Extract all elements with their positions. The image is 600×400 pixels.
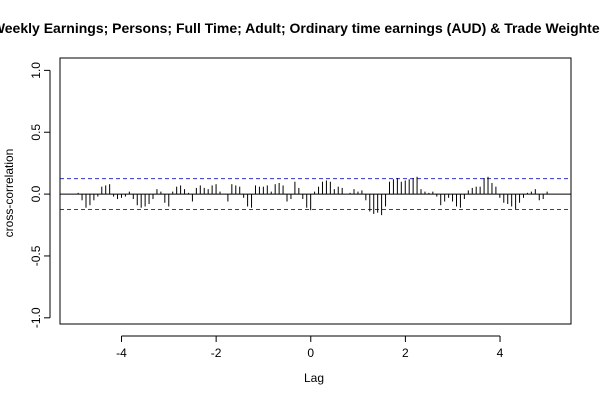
chart-title: Weekly Earnings; Persons; Full Time; Adu… xyxy=(0,20,600,36)
y-tick-label: 1.0 xyxy=(29,62,43,79)
x-tick-label: -2 xyxy=(211,346,222,360)
y-tick-label: 0.0 xyxy=(29,185,43,202)
y-tick-label: -1.0 xyxy=(29,307,43,328)
y-axis-label: cross-correlation xyxy=(2,149,16,238)
x-tick-label: 2 xyxy=(402,346,409,360)
x-tick-label: 4 xyxy=(497,346,504,360)
x-tick-label: 0 xyxy=(307,346,314,360)
x-axis-label: Lag xyxy=(304,371,324,385)
plot-area xyxy=(60,176,571,216)
y-tick-label: 0.5 xyxy=(29,124,43,141)
x-tick-label: -4 xyxy=(116,346,127,360)
plot-frame xyxy=(59,57,572,325)
axes: -4 -2 0 2 4 -1.0 -0.5 0.0 0.5 1.0 xyxy=(29,62,504,360)
y-tick-label: -0.5 xyxy=(29,245,43,266)
